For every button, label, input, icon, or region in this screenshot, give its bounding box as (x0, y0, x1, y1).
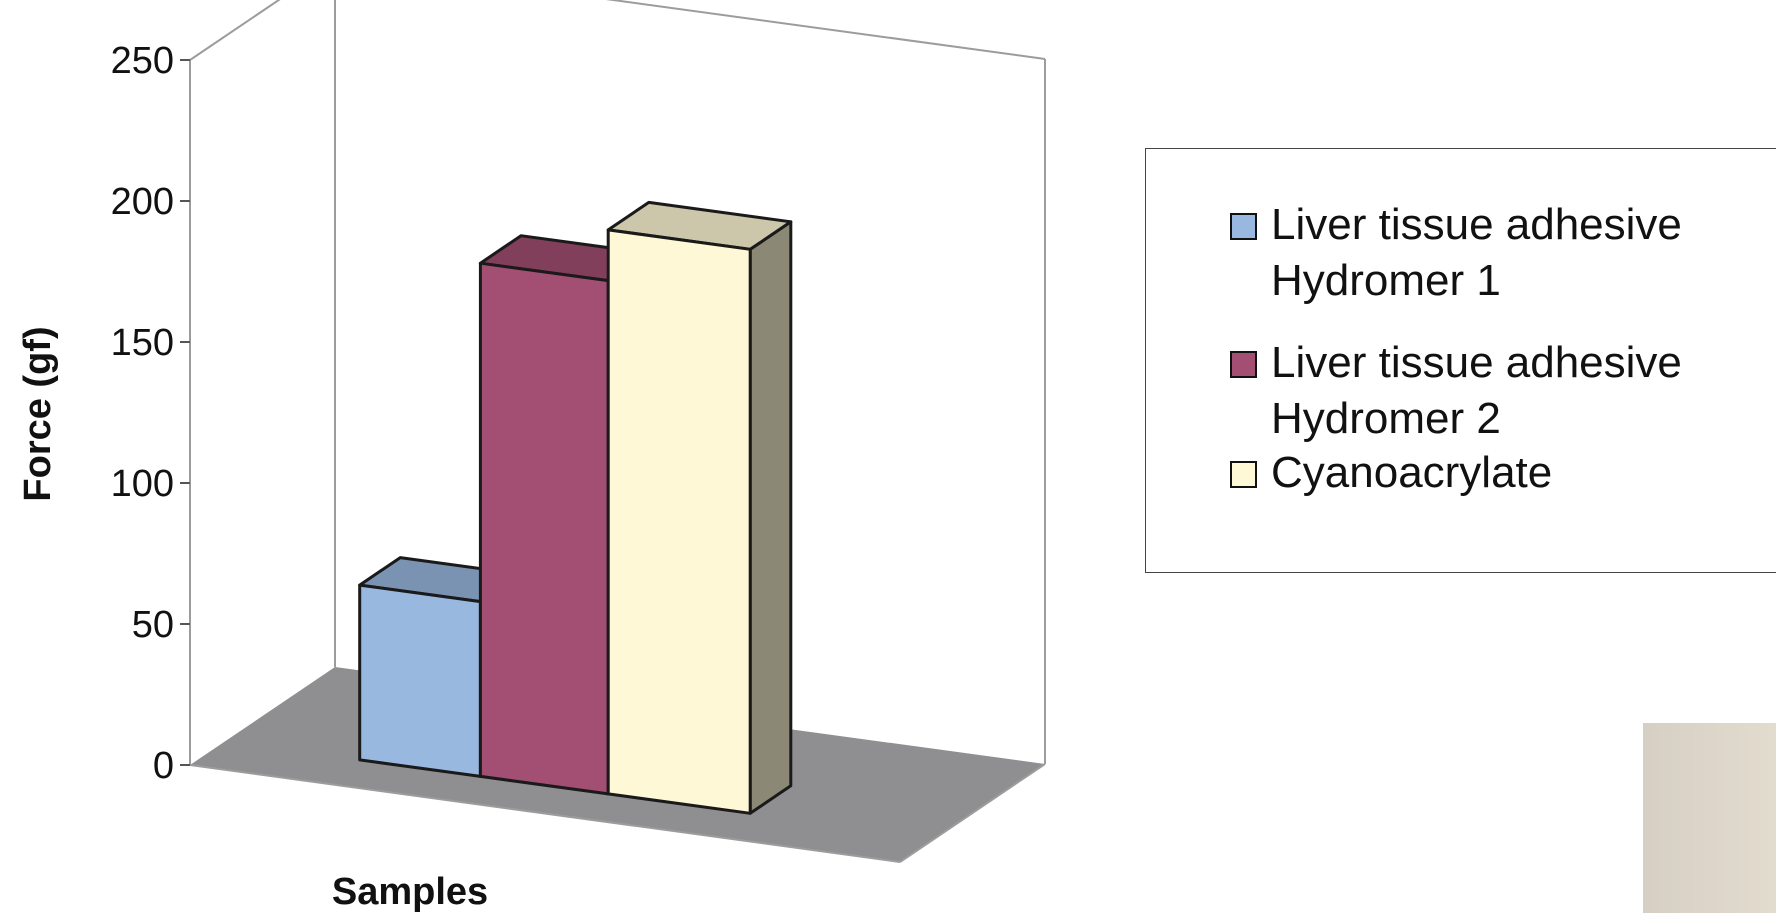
floor-front-edge (189, 764, 901, 863)
bar-0-front (358, 583, 482, 778)
chart-bars (358, 200, 793, 815)
left-wall-top-edge (189, 0, 281, 61)
legend-swatch-cyanoacrylate (1230, 461, 1257, 488)
y-axis-title: Force (gf) (17, 326, 59, 501)
legend-label-cyanoacrylate: Cyanoacrylate (1271, 448, 1553, 497)
background-photo-fragment (1643, 723, 1776, 913)
y-axis: 0 50 100 150 200 250 (111, 40, 190, 787)
legend-item-cyanoacrylate: Cyanoacrylate (1230, 445, 1731, 501)
back-wall-top-edge (605, 0, 1046, 60)
floor-right-edge (899, 763, 1046, 863)
legend: Liver tissue adhesive Hydromer 1 Liver t… (1145, 148, 1776, 573)
bar-2-side (748, 220, 793, 815)
legend-label-hydromer-2: Liver tissue adhesive Hydromer 2 (1271, 338, 1682, 443)
legend-label-hydromer-1: Liver tissue adhesive Hydromer 1 (1271, 200, 1682, 305)
legend-item-hydromer-1: Liver tissue adhesive Hydromer 1 (1230, 197, 1731, 309)
bar-2 (606, 200, 793, 815)
y-tick-label-1: 50 (132, 604, 174, 646)
bar-1-front (478, 261, 610, 796)
y-tick-label-2: 100 (111, 463, 174, 505)
x-axis-title: Samples (332, 871, 488, 913)
legend-item-hydromer-2: Liver tissue adhesive Hydromer 2 (1230, 335, 1731, 447)
y-tick-label-4: 200 (111, 181, 174, 223)
y-tick-label-5: 250 (111, 40, 174, 82)
y-tick-label-0: 0 (153, 745, 174, 787)
bar-2-front (606, 228, 752, 815)
legend-swatch-hydromer-2 (1230, 351, 1257, 378)
legend-swatch-hydromer-1 (1230, 213, 1257, 240)
y-tick-label-3: 150 (111, 322, 174, 364)
